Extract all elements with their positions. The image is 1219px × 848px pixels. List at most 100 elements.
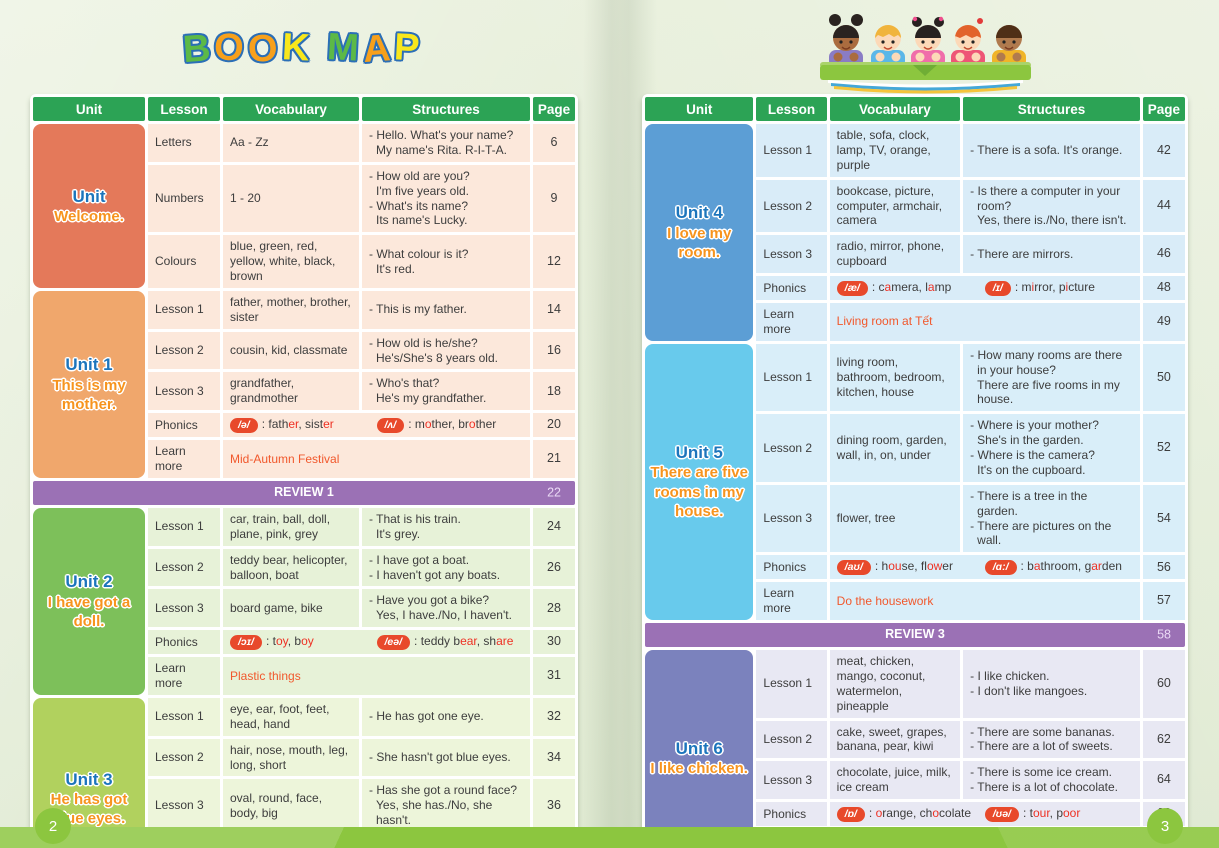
structure-line: - Hello. What's your name? xyxy=(369,128,514,142)
page-cell: 28 xyxy=(533,589,575,628)
vocab-cell: 1 - 20 xyxy=(223,164,359,233)
table-row: Lesson 2 hair, nose, mouth, leg, long, sh… xyxy=(33,738,575,777)
lesson-cell: Lesson 3 xyxy=(756,484,827,553)
vocab-cell: flower, tree xyxy=(829,484,961,553)
structure-line: - How many rooms are there xyxy=(970,347,1123,362)
phonics-groups: /ɔɪ/: toy, boy/eə/: teddy bear, share xyxy=(230,634,523,651)
vocab-cell: chocolate, juice, milk, ice cream xyxy=(829,761,961,799)
phonics-red-letters: ow xyxy=(926,559,943,574)
phonics-word-text: h xyxy=(881,559,889,574)
phonics-red-letters: i xyxy=(1031,280,1035,294)
page-cell: 16 xyxy=(533,331,575,370)
phonics-symbol-badge: /ɒ/ xyxy=(836,807,865,822)
phonics-group: /ɑ:/: bathroom, garden xyxy=(984,559,1133,576)
learn-more-cell: Living room at Tết xyxy=(829,303,1140,341)
lesson-cell: Lesson 1 xyxy=(148,697,220,736)
structure-line: - I haven't got any boats. xyxy=(369,567,501,582)
structures-cell: - Where is your mother? She's in the gard… xyxy=(963,414,1140,482)
phonics-red-letters: o xyxy=(468,417,476,432)
phonics-word-text: , p xyxy=(1049,806,1063,820)
unit-title: Unit 4 xyxy=(675,203,723,223)
phonics-group: /ɔɪ/: toy, boy xyxy=(230,634,377,651)
phonics-word-text: er xyxy=(942,559,953,574)
structures-cell: - How old is he/she? He's/She's 8 years o… xyxy=(362,331,530,370)
structure-line: house. xyxy=(977,392,1014,407)
structure-line: - There are pictures on the xyxy=(970,518,1112,533)
phonics-red-letters: oy xyxy=(301,634,314,649)
page-cell: 44 xyxy=(1142,179,1185,233)
lesson-cell: Phonics xyxy=(148,413,220,438)
unit-title: Unit 6 xyxy=(675,739,723,758)
lesson-cell: Lesson 2 xyxy=(148,331,220,370)
lesson-cell: Phonics xyxy=(148,630,220,655)
page-number-right: 3 xyxy=(1147,808,1183,844)
phonics-word-text: m xyxy=(1021,280,1032,294)
table-header-row: Unit Lesson Vocabulary Structures Page xyxy=(645,97,1185,121)
column-header-page: Page xyxy=(1142,97,1185,121)
table-row: Phonics/aʊ/: house, flower/ɑ:/: bathroom… xyxy=(645,555,1185,580)
phonics-symbol-badge: /ʊə/ xyxy=(984,807,1019,822)
phonics-red-letters: are xyxy=(496,634,514,649)
phonics-word-text: cture xyxy=(1068,280,1095,294)
table-row: Phonics/ɔɪ/: toy, boy/eə/: teddy bear, s… xyxy=(33,630,575,655)
structure-line: Its name's Lucky. xyxy=(376,213,468,228)
structure-line: Yes, there is./No, there isn't. xyxy=(977,213,1127,228)
page-cell: 21 xyxy=(533,440,575,478)
structure-line: - This is my father. xyxy=(369,302,467,317)
lesson-cell: Lesson 1 xyxy=(148,290,220,329)
structures-cell: - I like chicken. - I don't like mangoes. xyxy=(963,650,1140,718)
structure-line: Yes, I have./No, I haven't. xyxy=(376,608,512,623)
structure-line: in your house? xyxy=(977,362,1056,377)
column-header-structures: Structures xyxy=(362,97,530,121)
page-cell: 24 xyxy=(533,507,575,546)
structures-cell: - This is my father. xyxy=(362,290,530,329)
structure-line: - There is a sofa. It's orange. xyxy=(970,142,1123,157)
column-header-structures: Structures xyxy=(963,97,1140,121)
phonics-cell: /ɔɪ/: toy, boy/eə/: teddy bear, share xyxy=(223,630,530,655)
review-bar: REVIEW 1 22 xyxy=(33,480,575,505)
structure-line: - That is his train. xyxy=(369,511,461,526)
page-cell: 9 xyxy=(533,164,575,233)
lesson-cell: Learn more xyxy=(756,582,827,620)
structure-line: - Is there a computer in your xyxy=(970,183,1121,198)
lesson-cell: Lesson 3 xyxy=(148,372,220,411)
phonics-symbol-badge: /ɔɪ/ xyxy=(230,635,262,651)
table-row: Unit 6 I like chicken. Lesson 1 meat, chick… xyxy=(645,650,1185,848)
title-letter: O xyxy=(246,26,283,72)
structure-line: - There are mirrors. xyxy=(970,246,1074,261)
page-cell: 46 xyxy=(1142,235,1185,273)
phonics-symbol-badge: /ɪ/ xyxy=(984,281,1011,296)
structure-line: I'm five years old. xyxy=(376,183,469,198)
vocab-cell: radio, mirror, phone, cupboard xyxy=(829,235,961,273)
unit-subtitle: I like chicken. xyxy=(650,760,748,778)
phonics-word-text: t xyxy=(272,634,276,649)
table-row: Learn more Mid-Autumn Festival 21 xyxy=(33,440,575,478)
lesson-cell: Lesson 2 xyxy=(148,738,220,777)
page-cell: 26 xyxy=(533,548,575,587)
vocab-cell: hair, nose, mouth, leg, long, short xyxy=(223,738,359,777)
vocab-cell: father, mother, brother, sister xyxy=(223,290,359,329)
page-cell: 48 xyxy=(1142,276,1185,300)
vocab-cell: teddy bear, helicopter, balloon, boat xyxy=(223,548,359,587)
vocab-cell: cake, sweet, grapes, banana, pear, kiwi xyxy=(829,720,961,759)
vocab-cell: eye, ear, foot, feet, head, hand xyxy=(223,697,359,736)
phonics-word-text: ther, br xyxy=(431,417,469,432)
page-cell: 42 xyxy=(1142,124,1185,177)
structure-line: - I have got a boat. xyxy=(369,552,470,567)
structures-cell: - There are some bananas. - There are a l… xyxy=(963,720,1140,759)
vocab-cell: grandfather, grandmother xyxy=(223,372,359,411)
structure-line: Yes, she has./No, she hasn't. xyxy=(376,798,493,828)
table-row: Unit Welcome. Letters Aa - Zz - Hello. What'… xyxy=(33,124,575,288)
page-cell: 32 xyxy=(533,697,575,736)
page-cell: 20 xyxy=(533,413,575,438)
lesson-cell: Colours xyxy=(148,235,220,288)
phonics-word-text: m xyxy=(414,417,425,432)
table-row: Lesson 3 board game, bike - Have you got a… xyxy=(33,589,575,628)
phonics-word-text: teddy b xyxy=(420,634,461,649)
phonics-red-letters: a xyxy=(1033,559,1041,574)
phonics-word-text: fath xyxy=(268,417,289,432)
review-row: REVIEW 3 58 xyxy=(645,623,1185,647)
structures-cell: - I have got a boat. - I haven't got any … xyxy=(362,548,530,587)
